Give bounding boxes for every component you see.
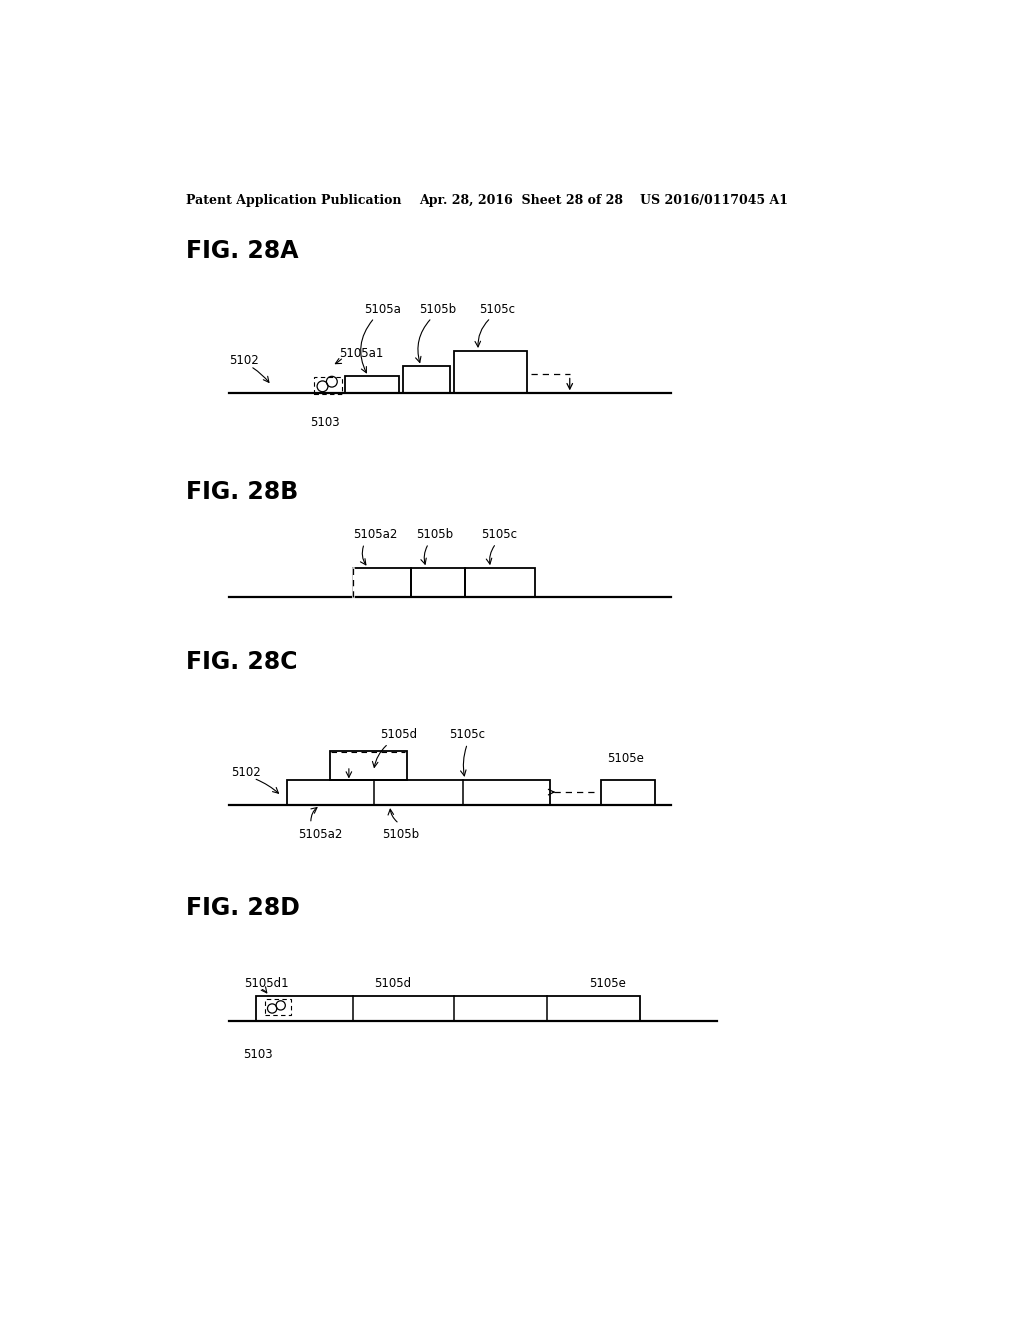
Text: 5105a1: 5105a1 <box>340 347 384 360</box>
Text: US 2016/0117045 A1: US 2016/0117045 A1 <box>640 194 787 207</box>
Bar <box>330 751 407 780</box>
Text: FIG. 28C: FIG. 28C <box>186 649 298 673</box>
Text: 5105a2: 5105a2 <box>352 528 397 541</box>
Text: 5105d1: 5105d1 <box>245 977 289 990</box>
Bar <box>465 568 535 598</box>
Text: 5103: 5103 <box>310 416 340 429</box>
Text: 5105c: 5105c <box>480 528 517 541</box>
Text: 5105a2: 5105a2 <box>299 829 343 841</box>
Text: 5102: 5102 <box>228 354 258 367</box>
Text: 5103: 5103 <box>243 1048 272 1061</box>
Text: 5105c: 5105c <box>450 727 485 741</box>
Bar <box>454 351 527 393</box>
Text: 5105e: 5105e <box>607 752 644 766</box>
Text: FIG. 28A: FIG. 28A <box>186 239 299 263</box>
Text: 5105b: 5105b <box>419 302 456 315</box>
Text: 5105a: 5105a <box>365 302 401 315</box>
Bar <box>601 780 655 805</box>
Text: 5105d: 5105d <box>380 727 417 741</box>
Bar <box>287 780 550 805</box>
Bar <box>345 376 399 393</box>
Bar <box>352 568 411 598</box>
Text: FIG. 28D: FIG. 28D <box>186 896 300 920</box>
Text: 5105b: 5105b <box>382 829 419 841</box>
Text: Patent Application Publication: Patent Application Publication <box>186 194 401 207</box>
Text: FIG. 28B: FIG. 28B <box>186 480 298 504</box>
Bar <box>403 366 450 393</box>
Bar <box>256 997 640 1020</box>
Text: 5105d: 5105d <box>375 977 412 990</box>
Text: 5105c: 5105c <box>479 302 515 315</box>
Text: Apr. 28, 2016  Sheet 28 of 28: Apr. 28, 2016 Sheet 28 of 28 <box>419 194 623 207</box>
Bar <box>411 568 465 598</box>
Text: 5105b: 5105b <box>417 528 454 541</box>
Text: 5102: 5102 <box>231 767 261 779</box>
Text: 5105e: 5105e <box>589 977 626 990</box>
